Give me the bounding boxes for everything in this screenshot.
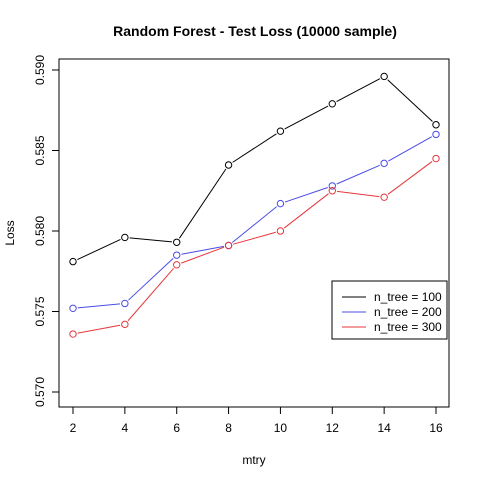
data-point — [121, 299, 129, 308]
data-point — [380, 193, 388, 201]
data-point — [224, 241, 233, 250]
series-line-segment — [284, 105, 329, 130]
data-point — [380, 72, 388, 81]
x-tick-label: 10 — [274, 421, 288, 435]
plot-frame — [58, 58, 450, 408]
x-tick-label: 2 — [70, 421, 77, 435]
series-line-segment — [77, 303, 121, 309]
data-point — [224, 161, 233, 169]
data-point — [69, 330, 77, 338]
series-line-segment — [336, 78, 381, 103]
series-line-segment — [336, 190, 380, 198]
series-line-segment — [336, 164, 380, 185]
data-point — [173, 261, 181, 269]
x-axis-label: mtry — [242, 453, 265, 467]
data-point — [276, 199, 285, 208]
data-point — [328, 182, 336, 190]
x-tick-label: 4 — [122, 421, 129, 435]
y-axis: 0.570 0.575 0.580 0.585 0.590 — [33, 55, 60, 407]
y-tick-label: 0.575 — [33, 296, 47, 326]
data-point — [380, 159, 388, 168]
series-line-segment — [181, 245, 224, 255]
x-tick-label: 8 — [225, 421, 232, 435]
data-point — [432, 154, 440, 163]
x-tick-label: 16 — [429, 421, 443, 435]
legend-label: n_tree = 300 — [374, 320, 442, 334]
series-line-segment — [231, 206, 278, 243]
y-axis-label: Loss — [3, 220, 17, 245]
series-line-segment — [77, 324, 121, 334]
series-line-segment — [387, 161, 433, 195]
data-point — [328, 100, 336, 108]
x-tick-label: 14 — [377, 421, 391, 435]
data-point — [173, 251, 181, 259]
data-point — [276, 227, 285, 235]
series-line-segment — [181, 246, 225, 264]
series-layer — [69, 72, 440, 338]
series-line-segment — [232, 133, 277, 163]
legend-label: n_tree = 200 — [374, 305, 442, 319]
data-point — [69, 257, 77, 266]
series-line-segment — [178, 168, 227, 239]
data-point — [69, 304, 77, 312]
series-line-segment — [129, 237, 172, 243]
x-axis: 2 4 6 8 10 12 14 16 — [70, 406, 443, 435]
legend-box — [331, 280, 448, 340]
chart-title: Random Forest - Test Loss (10000 sample) — [113, 23, 397, 39]
series-line-segment — [284, 186, 328, 203]
legend-label: n_tree = 100 — [374, 290, 442, 304]
series-line-segment — [388, 136, 433, 162]
series-2 — [69, 154, 440, 338]
data-point — [121, 320, 129, 329]
data-point — [276, 127, 285, 135]
series-line-segment — [77, 239, 121, 261]
series-0 — [69, 72, 440, 266]
x-tick-label: 6 — [173, 421, 180, 435]
data-point — [328, 187, 336, 195]
data-point — [432, 130, 440, 139]
data-point — [432, 121, 440, 129]
series-line-segment — [128, 258, 174, 301]
series-line-segment — [233, 231, 276, 245]
x-tick-label: 12 — [326, 421, 340, 435]
y-tick-label: 0.585 — [33, 135, 47, 165]
data-point — [121, 233, 129, 242]
data-point — [173, 238, 181, 246]
y-tick-label: 0.590 — [33, 55, 47, 85]
series-line-segment — [127, 268, 174, 322]
series-line-segment — [387, 79, 433, 122]
series-line-segment — [283, 193, 329, 229]
y-tick-label: 0.570 — [33, 377, 47, 407]
y-tick-label: 0.580 — [33, 216, 47, 246]
